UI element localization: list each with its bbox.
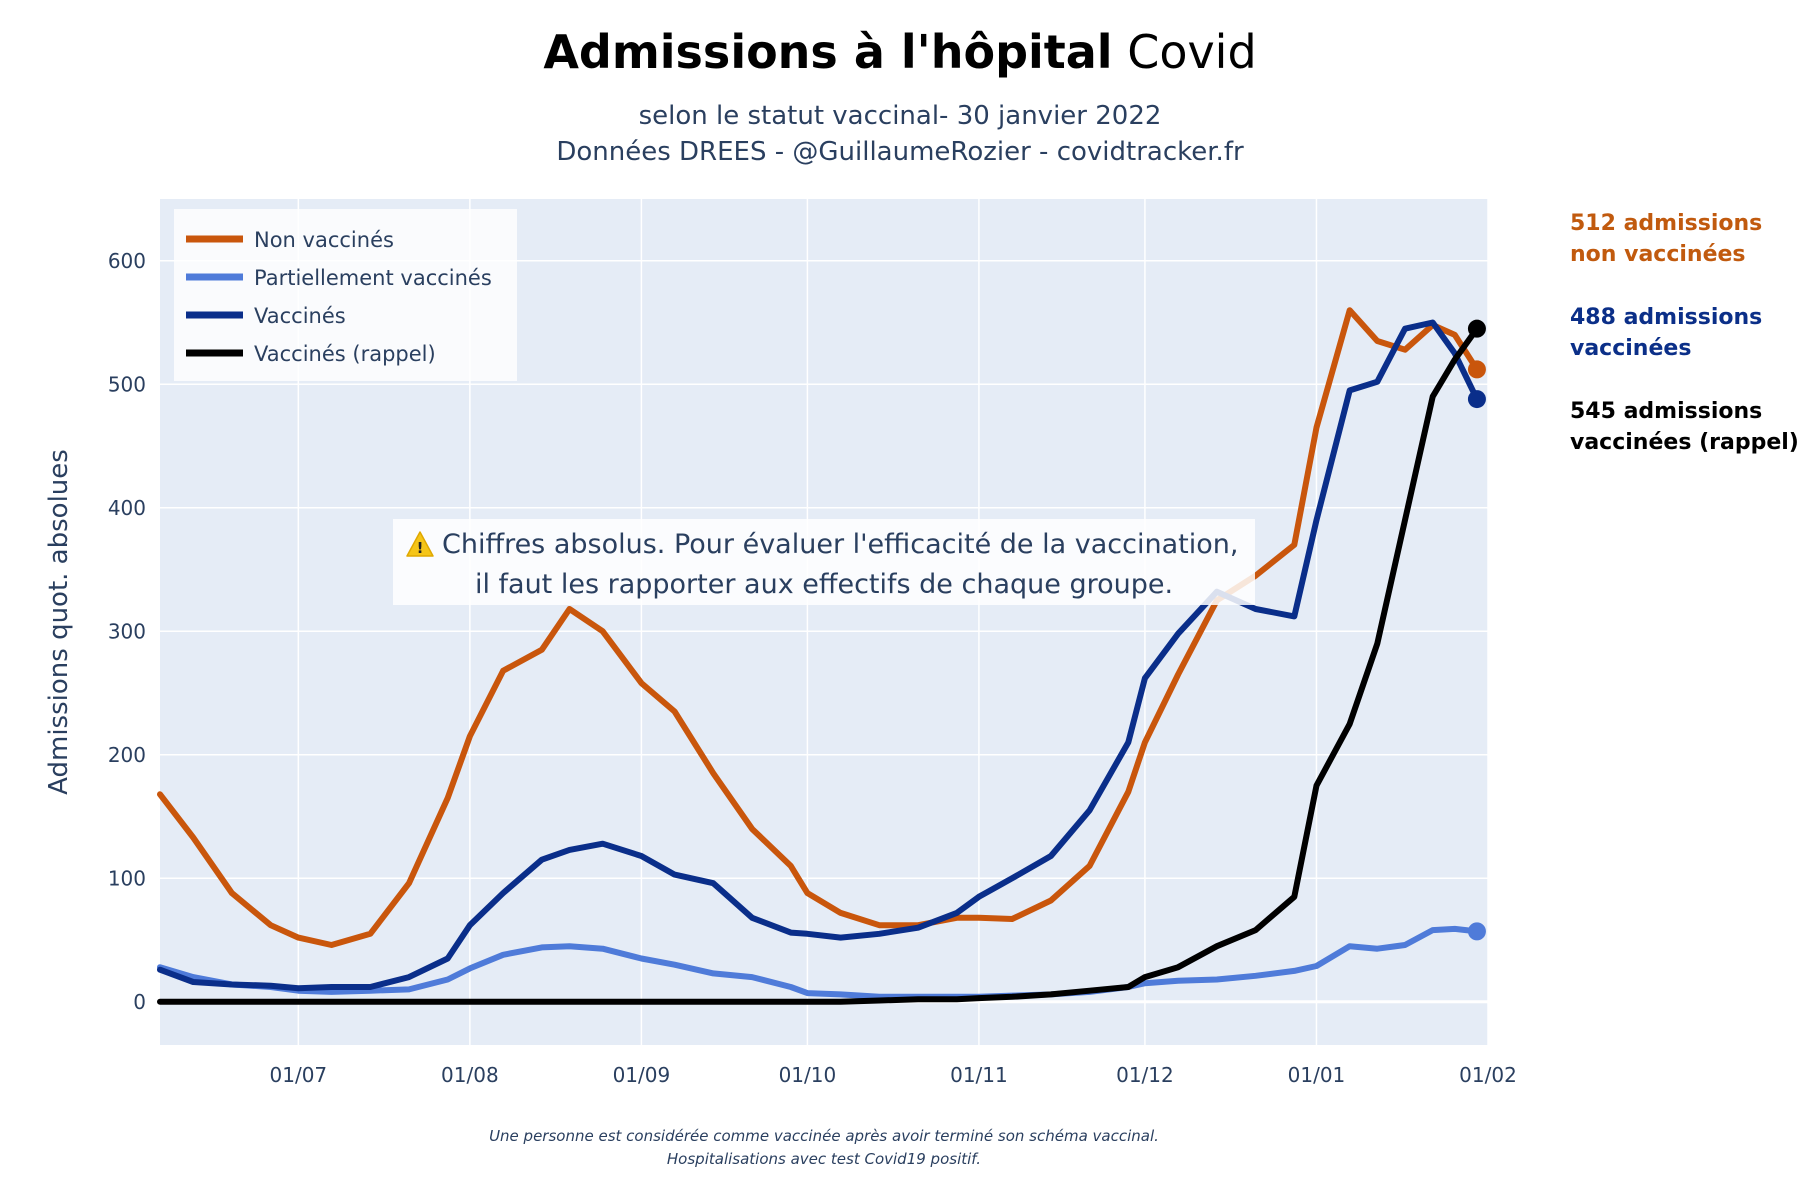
y-tick-label: 600 <box>108 249 146 273</box>
x-tick-label: 01/07 <box>270 1063 328 1087</box>
legend: Non vaccinés Partiellement vaccinés Vaccin… <box>174 209 517 381</box>
series-line-0 <box>157 307 1480 948</box>
x-tick-label: 01/01 <box>1288 1063 1346 1087</box>
y-tick-label: 500 <box>108 372 146 396</box>
footnote-1: Une personne est considérée comme vaccin… <box>489 1127 1159 1145</box>
x-tick-label: 01/12 <box>1116 1063 1174 1087</box>
series-end-marker-2 <box>1467 390 1486 409</box>
y-tick-label: 400 <box>108 496 146 520</box>
side-labels: 512 admissions non vaccinées 488 admission… <box>1570 211 1799 455</box>
axis-ticks: 0 100 200 300 400 500 600 01/07 01/08 01/09 01/10 0… <box>108 249 1517 1087</box>
x-tick-label: 01/10 <box>779 1063 837 1087</box>
x-tick-label: 01/11 <box>950 1063 1008 1087</box>
legend-label-3: Vaccinés (rappel) <box>254 342 436 366</box>
series-line-3 <box>157 325 1480 1005</box>
warning-annotation: ! Chiffres absolus. Pour évaluer l'effic… <box>393 519 1255 605</box>
legend-label-2: Vaccinés <box>254 304 346 328</box>
warning-icon: ! <box>406 531 434 557</box>
y-tick-label: 100 <box>108 866 146 890</box>
y-tick-label: 300 <box>108 619 146 643</box>
series-end-marker-3 <box>1467 319 1486 338</box>
side-label-line1: 488 admissions <box>1570 305 1762 330</box>
side-label-line2: vaccinées (rappel) <box>1570 430 1799 455</box>
y-tick-label: 0 <box>133 990 146 1014</box>
chart-title: Admissions à l'hôpital Covid <box>543 25 1256 79</box>
side-label-line1: 512 admissions <box>1570 211 1762 236</box>
series-end-marker-1 <box>1467 922 1486 941</box>
legend-label-1: Partiellement vaccinés <box>254 266 492 290</box>
x-tick-label: 01/09 <box>613 1063 671 1087</box>
warning-text-2: il faut les rapporter aux effectifs de c… <box>475 569 1173 600</box>
side-label-line2: vaccinées <box>1570 336 1691 361</box>
series-line-1 <box>157 925 1480 1000</box>
series-end-marker-0 <box>1467 360 1486 379</box>
x-tick-label: 01/08 <box>441 1063 499 1087</box>
series-line-2 <box>157 319 1480 992</box>
y-axis-label: Admissions quot. absolues <box>44 449 74 795</box>
warning-box <box>393 519 1255 605</box>
footnote-2: Hospitalisations avec test Covid19 posit… <box>667 1150 981 1168</box>
chart-subtitle-1: selon le statut vaccinal- 30 janvier 202… <box>639 101 1162 131</box>
legend-label-0: Non vaccinés <box>254 228 394 252</box>
x-tick-label: 01/02 <box>1459 1063 1517 1087</box>
side-label-line2: non vaccinées <box>1570 242 1746 267</box>
warning-text-1: Chiffres absolus. Pour évaluer l'efficac… <box>442 529 1238 560</box>
y-tick-label: 200 <box>108 743 146 767</box>
side-label-line1: 545 admissions <box>1570 399 1762 424</box>
series <box>157 307 1486 1005</box>
svg-text:!: ! <box>417 539 424 557</box>
chart-subtitle-2: Données DREES - @GuillaumeRozier - covid… <box>556 137 1244 167</box>
